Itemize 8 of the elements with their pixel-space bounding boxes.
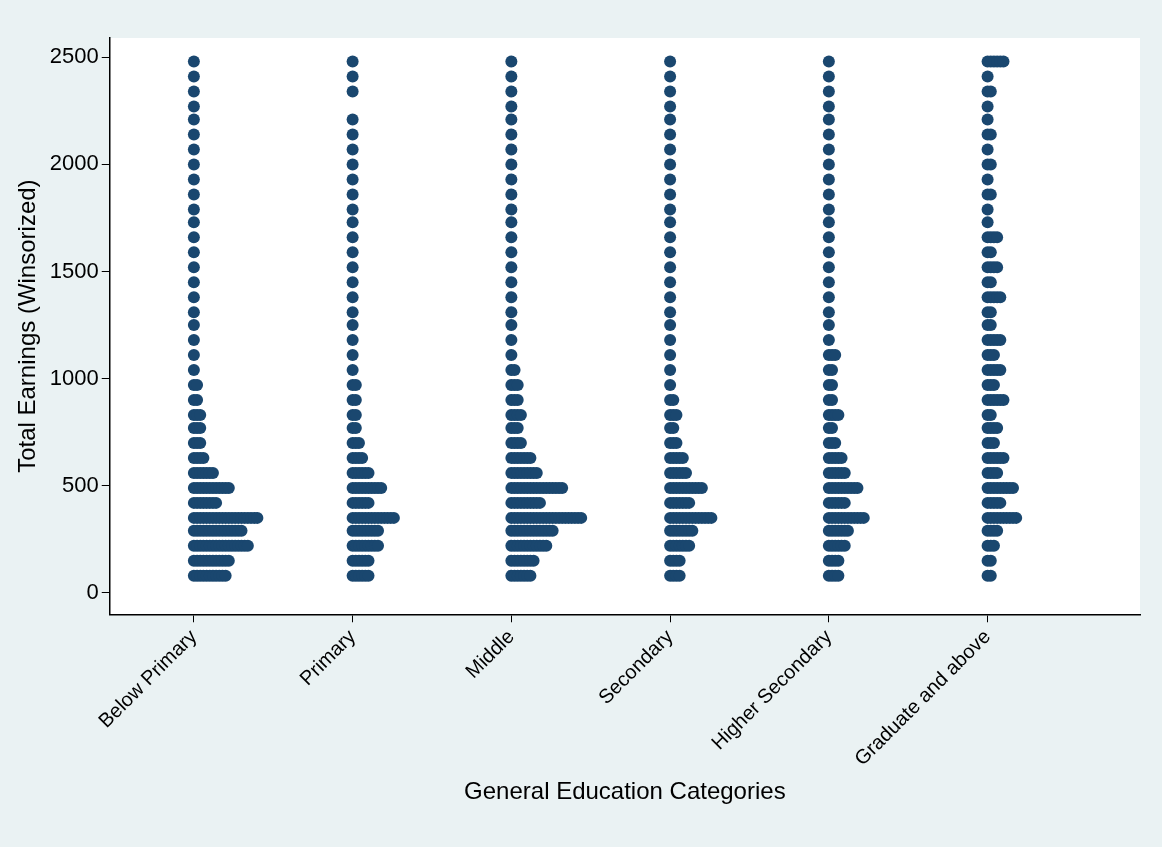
y-tick-label: 1000 [49, 364, 99, 390]
y-axis-title: Total Earnings (Winsorized) [13, 179, 41, 473]
y-tick-label: 500 [62, 471, 99, 497]
x-axis-title: General Education Categories [464, 777, 786, 805]
y-tick-label: 2500 [49, 43, 99, 69]
y-tick-label: 1500 [49, 257, 99, 283]
y-tick-label: 2000 [49, 150, 99, 176]
y-tick-label: 0 [86, 578, 99, 604]
